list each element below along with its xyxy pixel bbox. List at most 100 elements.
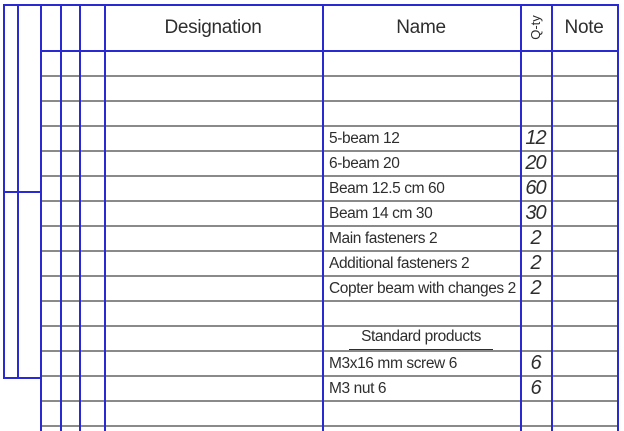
spec-row: Beam 12.5 cm 60 60 <box>40 176 619 201</box>
frame-margin-bottom <box>3 377 42 379</box>
spec-row <box>40 401 619 426</box>
table-top-border <box>3 4 619 6</box>
header-name-label: Name <box>396 16 446 38</box>
name-text: M3 nut 6 <box>329 379 387 397</box>
row-rule <box>40 400 619 402</box>
spec-row <box>40 51 619 76</box>
row-rule <box>40 250 619 252</box>
table-right-border <box>617 4 619 431</box>
column-line-qty <box>520 4 522 431</box>
row-rule <box>40 175 619 177</box>
name-text: Beam 14 cm 30 <box>329 204 433 222</box>
name-text: M3x16 mm screw 6 <box>329 354 457 372</box>
qty-cell[interactable]: 60 <box>521 176 550 201</box>
header-qty: Q-ty <box>520 5 551 50</box>
spec-row: M3 nut 6 6 <box>40 376 619 401</box>
qty-cell[interactable] <box>521 76 550 101</box>
spec-row: Main fasteners 2 2 <box>40 226 619 251</box>
name-text: Beam 12.5 cm 60 <box>329 179 445 197</box>
name-text: 5-beam 12 <box>329 129 400 147</box>
header-name: Name <box>322 5 520 50</box>
row-rule <box>40 375 619 377</box>
spec-row <box>40 301 619 326</box>
column-line-format <box>40 4 42 431</box>
row-rule <box>40 200 619 202</box>
spec-row: M3x16 mm screw 6 6 <box>40 351 619 376</box>
column-line-zone <box>60 4 62 431</box>
header-note: Note <box>551 5 617 50</box>
spec-row <box>40 101 619 126</box>
section-title-cell[interactable]: Standard products <box>324 326 518 351</box>
frame-margin-divider <box>3 191 42 193</box>
name-cell[interactable] <box>324 301 523 326</box>
name-cell[interactable]: Additional fasteners 2 <box>324 251 523 276</box>
header-designation: Designation <box>104 5 322 50</box>
qty-text: 12 <box>525 127 546 149</box>
header-note-label: Note <box>564 16 604 38</box>
name-cell[interactable]: M3x16 mm screw 6 <box>324 351 523 376</box>
header-bottom-border <box>40 50 619 52</box>
qty-cell[interactable] <box>521 101 550 126</box>
spec-row <box>40 76 619 101</box>
qty-text: 6 <box>530 377 541 399</box>
qty-text: 2 <box>530 252 541 274</box>
spec-row: Additional fasteners 2 2 <box>40 251 619 276</box>
name-cell[interactable]: Beam 12.5 cm 60 <box>324 176 523 201</box>
column-line-note <box>551 4 553 431</box>
name-cell[interactable] <box>324 76 523 101</box>
qty-cell[interactable]: 20 <box>521 151 550 176</box>
row-rule <box>40 425 619 427</box>
column-line-designation <box>104 4 106 431</box>
column-line-name <box>322 4 324 431</box>
spec-row: Copter beam with changes 2 2 <box>40 276 619 301</box>
name-cell[interactable]: Main fasteners 2 <box>324 226 523 251</box>
qty-cell[interactable]: 6 <box>521 351 550 376</box>
qty-cell[interactable]: 30 <box>521 201 550 226</box>
name-cell[interactable] <box>324 401 523 426</box>
name-text: Additional fasteners 2 <box>329 254 470 272</box>
qty-cell[interactable]: 6 <box>521 376 550 401</box>
row-rule <box>40 300 619 302</box>
qty-cell[interactable]: 2 <box>521 276 550 301</box>
name-cell[interactable] <box>324 51 523 76</box>
qty-text: 2 <box>530 227 541 249</box>
row-rule <box>40 275 619 277</box>
spec-row: 6-beam 20 20 <box>40 151 619 176</box>
qty-cell[interactable] <box>521 51 550 76</box>
qty-cell[interactable]: 12 <box>521 126 550 151</box>
spec-row: 5-beam 12 12 <box>40 126 619 151</box>
qty-cell[interactable] <box>521 301 550 326</box>
row-rule <box>40 350 619 352</box>
header-designation-label: Designation <box>164 16 262 38</box>
name-text: Main fasteners 2 <box>329 229 438 247</box>
qty-cell[interactable]: 2 <box>521 251 550 276</box>
qty-cell[interactable] <box>521 401 550 426</box>
name-cell[interactable] <box>324 101 523 126</box>
name-text: 6-beam 20 <box>329 154 400 172</box>
spec-row: Beam 14 cm 30 30 <box>40 201 619 226</box>
row-rule <box>40 100 619 102</box>
row-rule <box>40 325 619 327</box>
name-cell[interactable]: 5-beam 12 <box>324 126 523 151</box>
name-cell[interactable]: Beam 14 cm 30 <box>324 201 523 226</box>
row-rule <box>40 150 619 152</box>
name-cell[interactable]: M3 nut 6 <box>324 376 523 401</box>
header-qty-label: Q-ty <box>528 15 543 40</box>
row-rule <box>40 125 619 127</box>
name-text: Copter beam with changes 2 <box>329 279 516 297</box>
name-cell[interactable]: Copter beam with changes 2 <box>324 276 523 301</box>
qty-text: 60 <box>525 177 546 199</box>
qty-text: 30 <box>525 202 546 224</box>
section-title-text: Standard products <box>349 328 493 350</box>
row-rule <box>40 75 619 77</box>
qty-cell[interactable] <box>521 326 550 351</box>
spec-row-section: Standard products <box>40 326 619 351</box>
row-rule <box>40 225 619 227</box>
qty-text: 6 <box>530 352 541 374</box>
qty-cell[interactable]: 2 <box>521 226 550 251</box>
qty-text: 2 <box>530 277 541 299</box>
name-cell[interactable]: 6-beam 20 <box>324 151 523 176</box>
qty-text: 20 <box>525 152 546 174</box>
column-line-position <box>79 4 81 431</box>
